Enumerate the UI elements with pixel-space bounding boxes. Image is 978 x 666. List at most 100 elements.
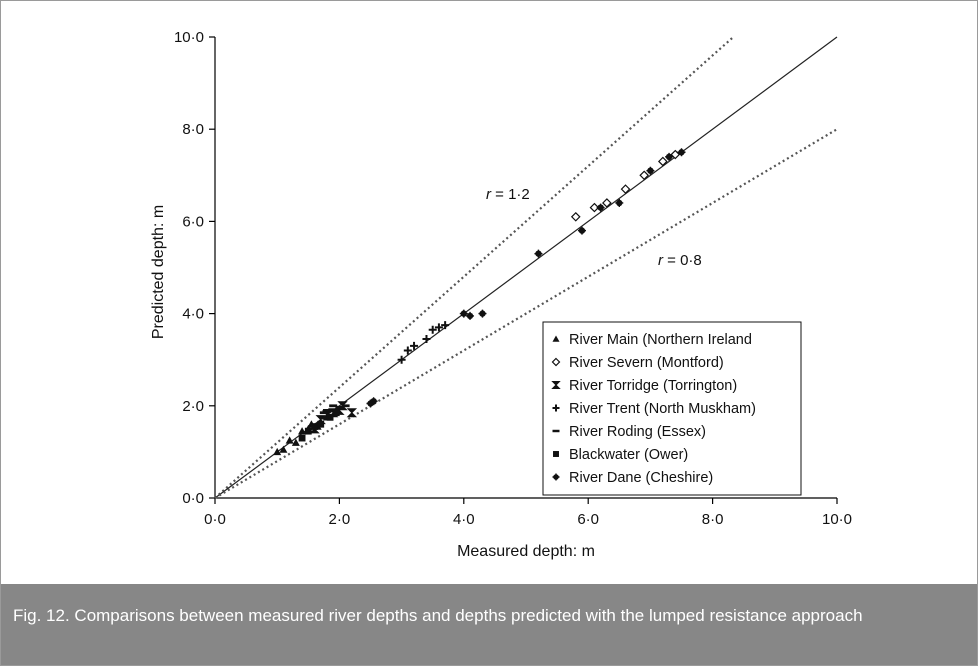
y-axis-label: Predicted depth: m xyxy=(150,205,167,339)
legend-label: River Roding (Essex) xyxy=(569,424,706,440)
y-tick-label: 2·0 xyxy=(182,398,204,415)
data-point xyxy=(335,406,344,410)
data-point xyxy=(534,249,543,258)
marker-shape xyxy=(589,202,600,213)
legend-label: River Torridge (Torrington) xyxy=(569,378,737,394)
legend-marker xyxy=(551,381,561,389)
marker-shape xyxy=(311,423,318,430)
legend-label: River Trent (North Muskham) xyxy=(569,401,756,417)
legend-box xyxy=(542,321,802,496)
y-tick-label: 6·0 xyxy=(182,213,204,230)
marker-shape xyxy=(534,249,543,258)
data-point xyxy=(434,323,443,332)
marker-shape xyxy=(335,406,344,410)
marker-shape xyxy=(291,438,300,446)
data-point xyxy=(326,413,334,421)
marker-shape xyxy=(341,404,350,408)
marker-shape xyxy=(403,346,412,355)
data-point xyxy=(570,211,581,222)
figure-caption: Fig. 12. Comparisons between measured ri… xyxy=(13,606,863,625)
marker-shape xyxy=(346,408,358,418)
legend-label: River Severn (Montford) xyxy=(569,355,724,371)
data-point xyxy=(639,170,650,181)
legend-marker xyxy=(551,357,561,367)
data-point xyxy=(346,408,358,418)
marker-shape xyxy=(551,381,561,389)
data-point xyxy=(589,202,600,213)
marker-shape xyxy=(422,334,431,343)
data-point xyxy=(397,355,406,364)
data-point xyxy=(459,309,468,318)
marker-shape xyxy=(552,473,560,481)
data-point xyxy=(341,404,350,408)
data-point xyxy=(577,226,586,235)
legend-marker xyxy=(552,473,560,481)
line-label-r: r xyxy=(658,252,664,269)
data-point xyxy=(428,325,437,334)
data-point xyxy=(602,198,612,208)
marker-shape xyxy=(552,404,560,412)
legend-entry: River Trent (North Muskham) xyxy=(552,401,756,417)
marker-shape xyxy=(410,341,419,350)
x-axis-label: Measured depth: m xyxy=(457,543,595,560)
marker-shape xyxy=(553,451,559,457)
y-tick-label: 4·0 xyxy=(182,306,204,323)
data-point xyxy=(317,420,325,428)
data-point xyxy=(369,397,378,406)
data-point xyxy=(441,321,450,330)
data-point xyxy=(329,404,338,408)
legend-marker xyxy=(552,335,560,342)
reference-line-0-8 xyxy=(214,128,838,499)
marker-shape xyxy=(441,321,450,330)
marker-shape xyxy=(304,427,312,435)
data-point xyxy=(311,423,318,430)
marker-shape xyxy=(322,409,331,412)
marker-shape xyxy=(279,445,288,453)
legend-entry: River Main (Northern Ireland xyxy=(552,332,752,348)
marker-shape xyxy=(332,409,340,417)
y-tick-label: 8·0 xyxy=(182,121,204,138)
data-point xyxy=(304,427,312,435)
marker-shape xyxy=(466,311,475,320)
legend-entry: Blackwater (Ower) xyxy=(553,447,688,463)
marker-shape xyxy=(478,309,487,318)
legend-entry: River Dane (Cheshire) xyxy=(552,470,713,486)
data-point xyxy=(422,334,431,343)
data-point xyxy=(466,311,475,320)
marker-shape xyxy=(552,335,560,342)
reference-line-1-2 xyxy=(214,36,735,499)
data-point xyxy=(403,346,412,355)
data-point xyxy=(273,447,282,456)
marker-shape xyxy=(615,198,624,207)
y-tick-label: 0·0 xyxy=(182,490,204,507)
marker-shape xyxy=(677,148,686,157)
legend-marker xyxy=(553,451,559,457)
marker-shape xyxy=(397,355,406,364)
data-point xyxy=(596,203,605,212)
data-points xyxy=(273,148,686,456)
line-annotations: r = 1·2r = 0·8 xyxy=(486,186,702,269)
caption-bar: Fig. 12. Comparisons between measured ri… xyxy=(1,584,977,665)
marker-shape xyxy=(552,429,560,433)
marker-shape xyxy=(577,226,586,235)
legend-label: River Main (Northern Ireland xyxy=(569,332,752,348)
data-point xyxy=(322,409,331,412)
data-point xyxy=(677,148,686,157)
x-tick-label: 2·0 xyxy=(329,511,351,528)
data-point xyxy=(298,427,307,435)
legend-marker xyxy=(552,404,560,412)
marker-shape xyxy=(602,198,612,208)
data-point xyxy=(478,309,487,318)
marker-shape xyxy=(326,413,334,421)
marker-shape xyxy=(428,325,437,334)
data-point xyxy=(670,149,681,160)
marker-shape xyxy=(665,152,674,161)
marker-shape xyxy=(317,420,325,428)
line-label-value: = 0·8 xyxy=(663,252,702,269)
line-label-value: = 1·2 xyxy=(491,186,530,203)
data-point xyxy=(285,436,294,444)
marker-shape xyxy=(620,184,631,194)
data-point xyxy=(410,341,419,350)
plot-area: 0·0 2·0 4·0 6·0 8·0 10·0 0·0 2·0 4·0 6·0 8·0 10·0 P… xyxy=(1,1,977,584)
